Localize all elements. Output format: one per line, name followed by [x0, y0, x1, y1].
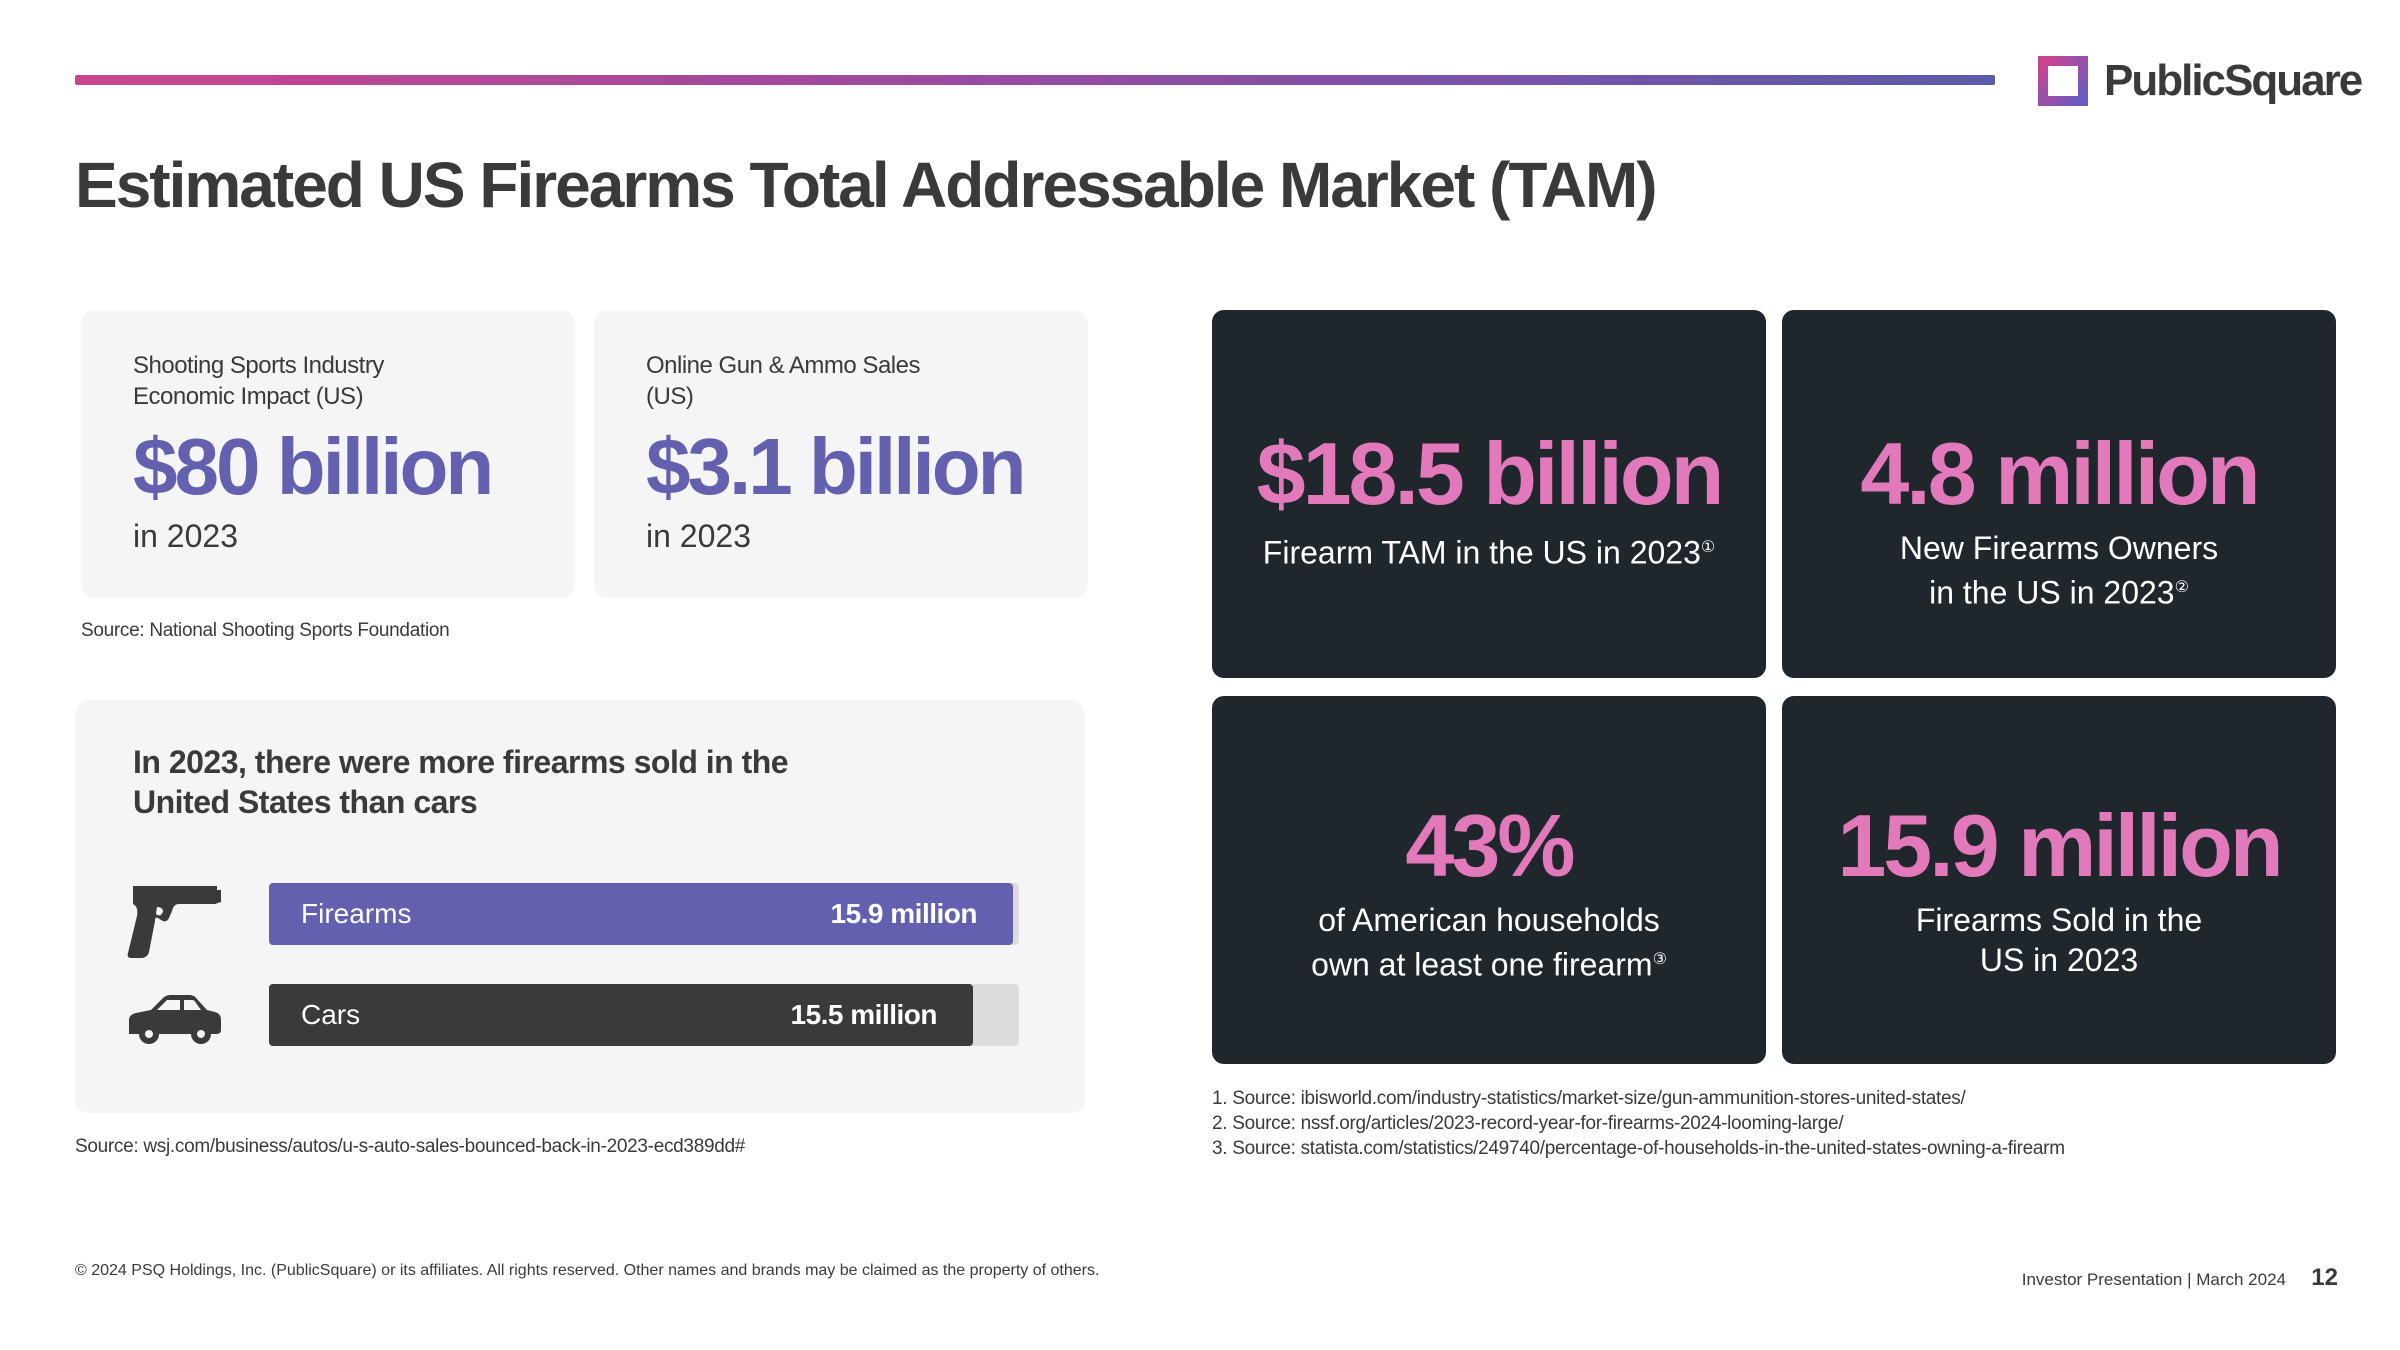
sources-list: 1. Source: ibisworld.com/industry-statis… [1212, 1086, 2065, 1161]
stat-source: Source: National Shooting Sports Foundat… [81, 620, 450, 641]
brand-logo: PublicSquare [2038, 54, 2363, 108]
bar-label: Cars [301, 999, 361, 1030]
highlight-caption: of American households own at least one f… [1311, 902, 1667, 983]
stat-value: $80 billion [133, 422, 494, 511]
stat-label: Online Gun & Ammo Sales (US) [646, 352, 920, 410]
bar-fill-firearms: Firearms 15.9 million [269, 883, 1013, 945]
comparison-source: Source: wsj.com/business/autos/u-s-auto-… [75, 1136, 746, 1157]
pistol-icon [127, 886, 221, 958]
page-title: Estimated US Firearms Total Addressable … [75, 149, 1658, 221]
bar-label: Firearms [301, 898, 412, 929]
car-icon [129, 995, 221, 1044]
bar-value: 15.5 million [790, 999, 938, 1030]
footer-label: Investor Presentation | March 2024 [2021, 1270, 2286, 1289]
footnote-ref: ① [1700, 539, 1716, 556]
bar-track-firearms: Firearms 15.9 million [269, 883, 1019, 945]
logo-square-icon [2038, 56, 2088, 106]
source-item: 2. Source: nssf.org/articles/2023-record… [1212, 1113, 1844, 1134]
stat-label: Shooting Sports Industry Economic Impact… [133, 352, 384, 410]
source-item: 1. Source: ibisworld.com/industry-statis… [1212, 1088, 1966, 1109]
footnote-ref: ② [2174, 579, 2189, 596]
highlight-value: 4.8 million [1860, 424, 2260, 523]
highlight-caption: New Firearms Owners in the US in 2023② [1899, 530, 2219, 611]
highlight-caption: Firearm TAM in the US in 2023① [1262, 534, 1716, 571]
highlight-value: 15.9 million [1837, 796, 2283, 895]
stat-year: in 2023 [646, 518, 751, 554]
highlight-card-tam: $18.5 billion Firearm TAM in the US in 2… [1212, 310, 1766, 678]
comparison-heading: In 2023, there were more firearms sold i… [133, 744, 789, 820]
bar-fill-cars: Cars 15.5 million [269, 984, 973, 1046]
logo-wordmark: PublicSquare [2104, 56, 2363, 105]
bar-track-cars: Cars 15.5 million [269, 984, 1019, 1046]
highlight-value: $18.5 billion [1256, 424, 1725, 523]
highlight-value: 43% [1405, 796, 1575, 895]
highlight-caption: Firearms Sold in the US in 2023 [1915, 902, 2203, 978]
highlight-card-firearms-sold: 15.9 million Firearms Sold in the US in 2… [1782, 696, 2336, 1064]
stat-value: $3.1 billion [646, 422, 1026, 511]
highlight-card-new-owners: 4.8 million New Firearms Owners in the US… [1782, 310, 2336, 678]
gradient-rule [75, 75, 1995, 85]
source-item: 3. Source: statista.com/statistics/24974… [1212, 1138, 2065, 1159]
stat-year: in 2023 [133, 518, 238, 554]
stat-card-online-sales: Online Gun & Ammo Sales (US) $3.1 billio… [594, 310, 1088, 598]
copyright: © 2024 PSQ Holdings, Inc. (PublicSquare)… [75, 1262, 1100, 1279]
footnote-ref: ③ [1652, 951, 1667, 968]
stat-card-economic-impact: Shooting Sports Industry Economic Impact… [81, 310, 575, 598]
firearms-vs-cars-panel: In 2023, there were more firearms sold i… [75, 700, 1085, 1113]
page-number: 12 [2311, 1264, 2338, 1291]
bar-value: 15.9 million [830, 898, 978, 929]
highlight-card-households: 43% of American households own at least o… [1212, 696, 1766, 1064]
